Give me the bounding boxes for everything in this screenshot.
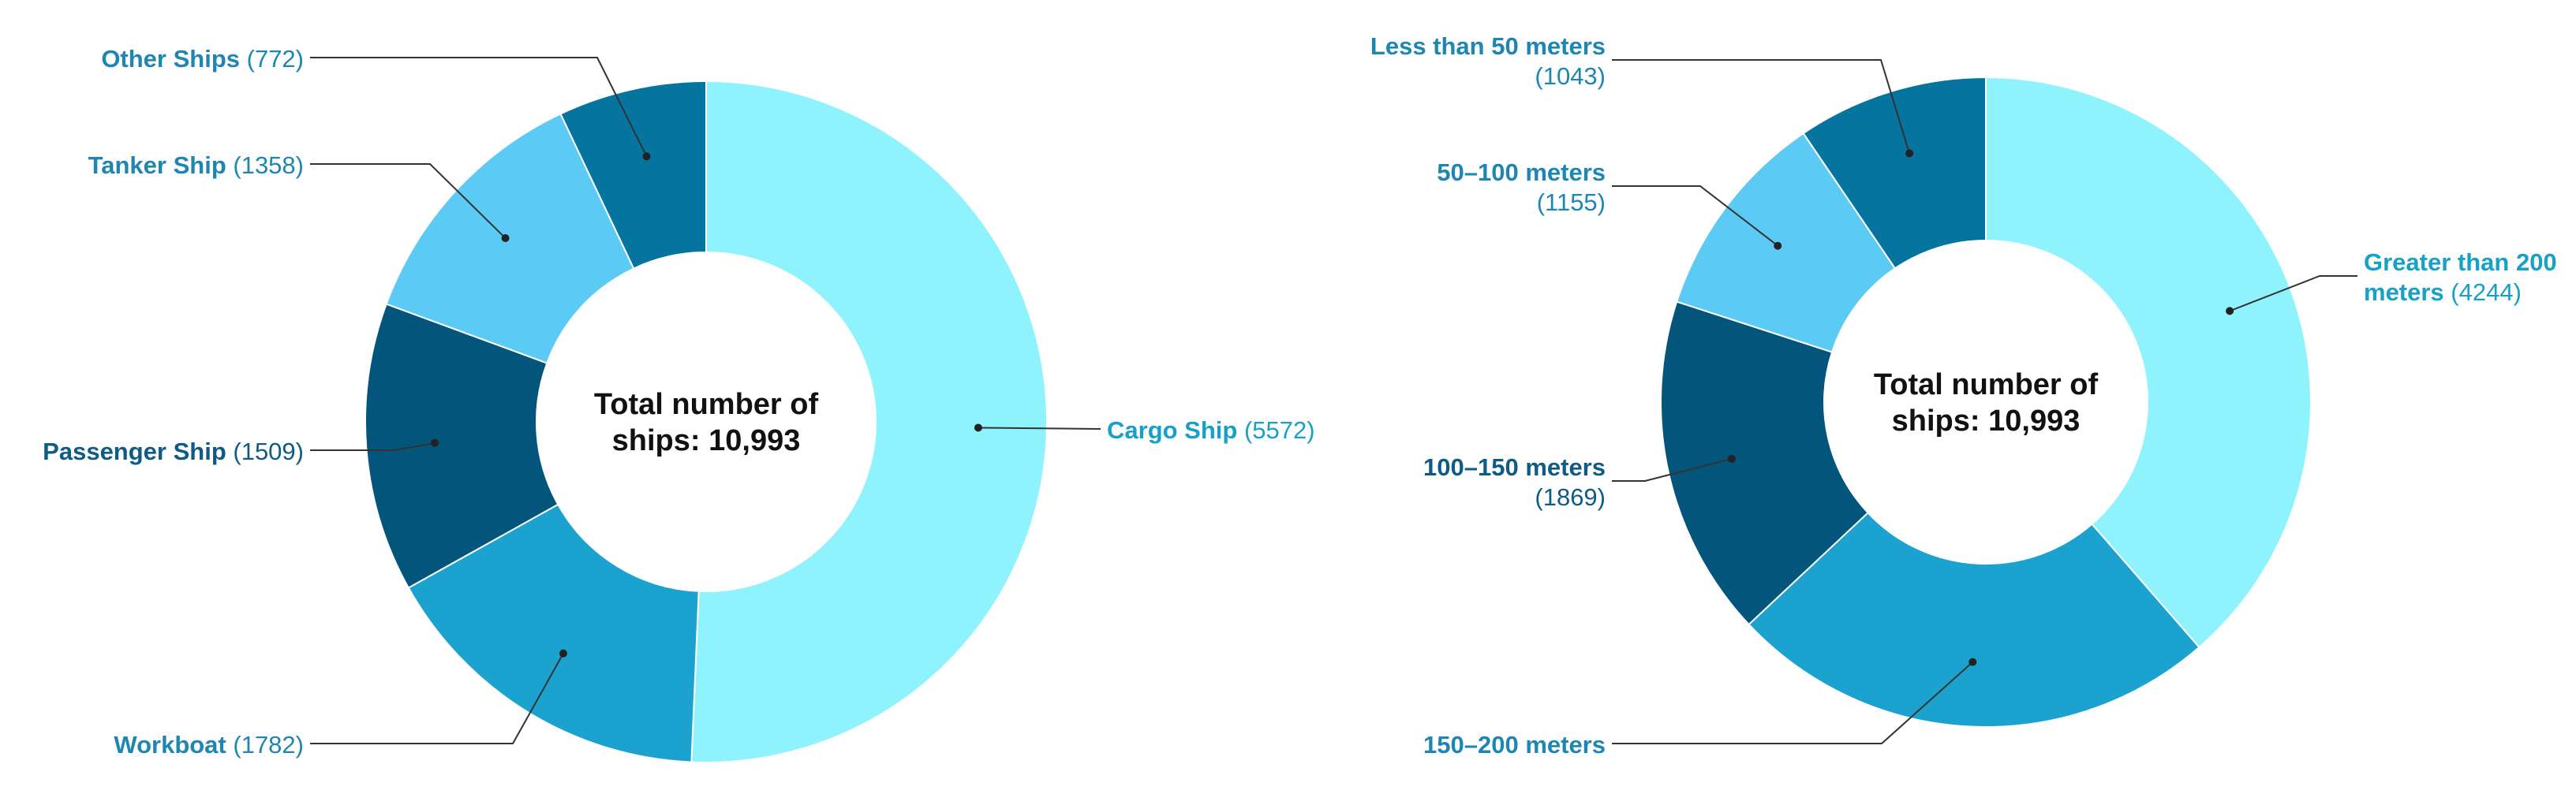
leader-line <box>978 427 1101 430</box>
leader-dot <box>1727 454 1736 463</box>
slice-label: 100–150 meters (1869) <box>1423 453 1606 511</box>
slice-passenger-ship[interactable] <box>365 303 559 589</box>
leader-dot <box>642 152 651 161</box>
slice-other-ships[interactable] <box>559 80 707 270</box>
center-total-label: Total number of ships: 10,993 <box>1874 368 2099 438</box>
slice-workboat[interactable] <box>407 503 700 763</box>
leader-dot <box>1968 658 1977 666</box>
leader-line <box>1612 185 1778 247</box>
slice-150-200-meters[interactable] <box>1748 511 2200 728</box>
slice-label: 50–100 meters (1155) <box>1437 158 1606 216</box>
center-total-label: Total number of ships: 10,993 <box>594 388 819 457</box>
slice-label: Workboat (1782) <box>114 731 304 759</box>
leader-dot <box>431 438 439 447</box>
leader-dot <box>501 233 510 242</box>
leader-dot <box>1774 241 1782 250</box>
donut-chart-1: Cargo Ship (5572) Workboat (1782) Passenge… <box>43 45 1315 763</box>
slice-100-150-meters[interactable] <box>1660 300 1869 626</box>
leader-line <box>1612 59 1911 154</box>
leader-line <box>1612 457 1733 482</box>
leader-line <box>310 442 436 451</box>
slice-tanker-ship[interactable] <box>385 113 635 364</box>
leader-line <box>310 57 648 157</box>
leader-line <box>310 653 564 744</box>
slice-cargo-ship[interactable] <box>690 80 1048 763</box>
donut-chart-2: Greater than 200 meters (4244) 150–200 met… <box>1370 32 2557 759</box>
slice-label: Other Ships (772) <box>101 45 304 73</box>
leader-dot <box>1905 149 1914 158</box>
leader-line <box>1612 661 1973 744</box>
leader-dot <box>2226 307 2234 315</box>
leader-dot <box>974 423 982 432</box>
leader-dot <box>559 649 567 658</box>
slice-label: 150–200 meters <box>1423 731 1606 759</box>
slice-label: Less than 50 meters (1043) <box>1370 32 1606 90</box>
leader-line <box>2229 275 2357 312</box>
slice-label: Tanker Ship (1358) <box>88 151 304 179</box>
slice-label: Passenger Ship (1509) <box>43 438 304 465</box>
slice-less-than-50-meters[interactable] <box>1802 76 1987 270</box>
slice-greater-than-200-meters[interactable] <box>1985 76 2312 649</box>
slice-label: Greater than 200 meters (4244) <box>2364 248 2557 306</box>
slice-label: Cargo Ship (5572) <box>1107 416 1315 444</box>
leader-line <box>310 163 507 239</box>
